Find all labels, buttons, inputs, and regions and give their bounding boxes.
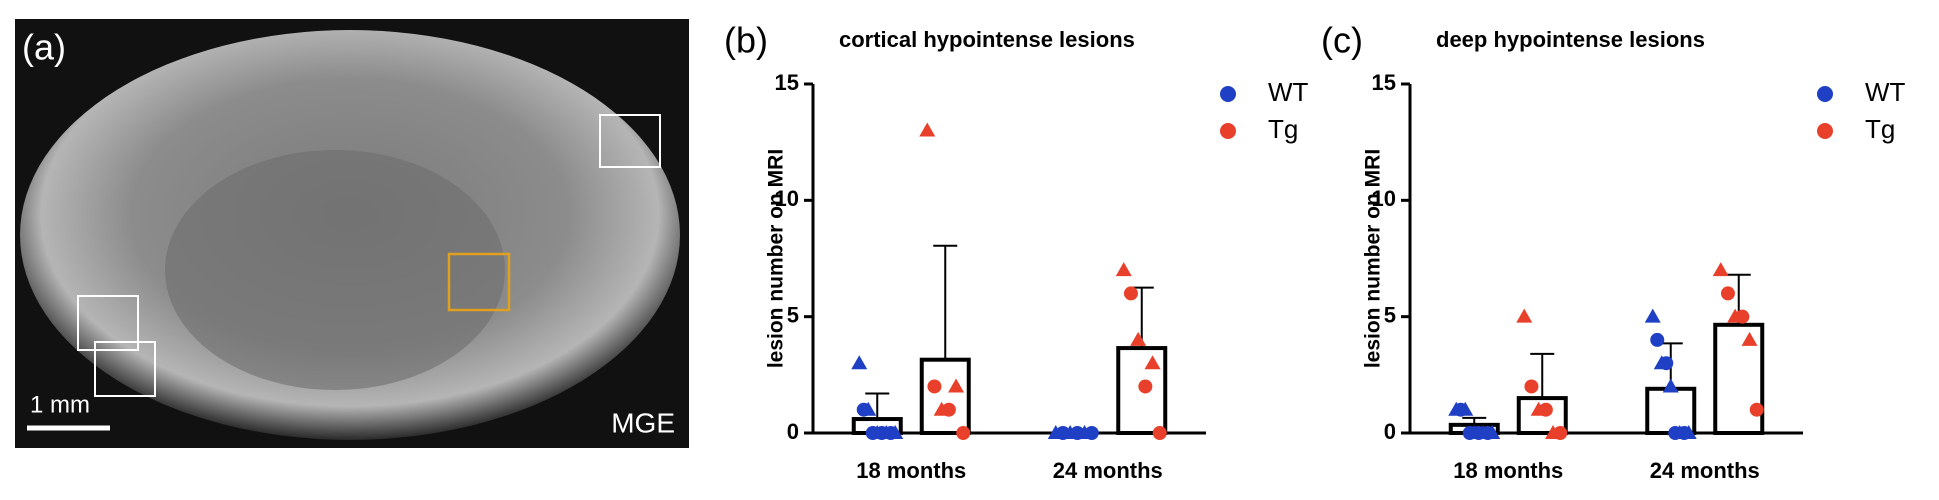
chart-title: cortical hypointense lesions [839,27,1135,52]
data-point [1644,308,1661,323]
data-point [1680,425,1697,439]
data-point [1712,262,1729,277]
data-point [1457,401,1474,416]
bar [1645,386,1697,435]
legend-marker [1220,86,1236,102]
data-point [1152,426,1167,440]
data-point [1735,309,1750,324]
data-point [1659,356,1674,371]
data-point [1484,425,1501,439]
legend-marker [1817,86,1833,102]
scale-bar-label: 1 mm [30,391,90,418]
data-point [1144,355,1161,370]
legend-label: WT [1268,77,1309,107]
data-point [1130,331,1147,346]
roi-box [94,341,156,397]
legend-label: WT [1865,77,1906,107]
data-point [1538,402,1553,417]
data-point [1138,379,1153,394]
legend-label: Tg [1865,114,1895,144]
data-point [1650,332,1665,347]
data-point [919,122,936,137]
legend-label: Tg [1268,114,1298,144]
y-tick-label: 5 [787,302,799,327]
data-point [1084,426,1099,440]
x-tick-label: 24 months [1053,458,1163,483]
panel-label: (a) [22,27,66,68]
data-point [1123,286,1138,301]
sequence-label: MGE [611,407,675,438]
data-point [1553,426,1568,440]
x-tick-label: 24 months [1650,458,1760,483]
y-tick-label: 10 [775,186,799,211]
y-tick-label: 15 [1372,70,1396,95]
roi-box-highlight [447,252,511,312]
mri-panel: 1 mm (a) MGE [15,19,689,448]
roi-box [599,114,661,168]
y-tick-label: 10 [1372,186,1396,211]
panel-label: (c) [1321,20,1363,61]
y-tick-label: 0 [1384,419,1396,444]
x-tick-label: 18 months [1453,458,1563,483]
y-axis-label: lesion number on MRI [1362,149,1385,368]
panel-label: (b) [724,20,768,61]
data-point [1516,308,1533,323]
chart-title: deep hypointense lesions [1436,27,1705,52]
y-tick-label: 0 [787,419,799,444]
bar [1713,322,1765,435]
bar [919,357,971,435]
data-point [1662,378,1679,393]
data-point [927,379,942,394]
data-point [1720,286,1735,301]
data-point [1115,262,1132,277]
data-point [1524,379,1539,394]
y-axis-label: lesion number on MRI [765,149,788,368]
data-point [941,402,956,417]
data-point [860,401,877,416]
roi-box [77,295,139,351]
data-point [851,355,868,370]
data-point [948,378,965,393]
mri-inner [165,150,505,390]
data-point [1749,402,1764,417]
legend-marker [1220,123,1236,139]
y-tick-label: 15 [775,70,799,95]
x-tick-label: 18 months [856,458,966,483]
data-point [887,425,904,439]
legend-marker [1817,123,1833,139]
data-point [1741,331,1758,346]
y-tick-label: 5 [1384,302,1396,327]
data-point [956,426,971,440]
